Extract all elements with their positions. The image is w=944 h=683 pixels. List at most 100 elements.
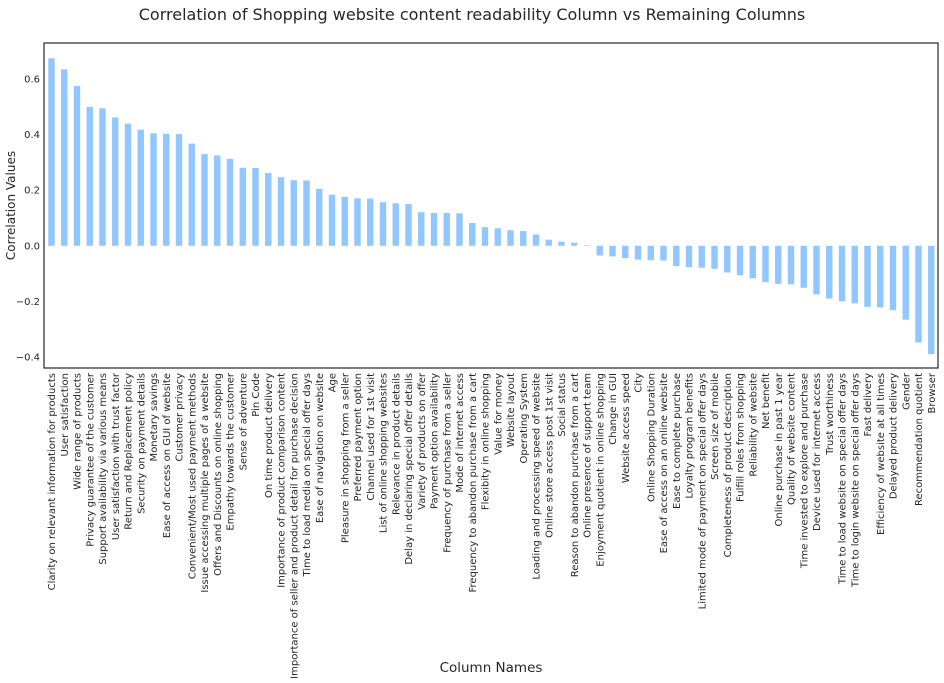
x-tick-label: Social status [557,373,568,437]
x-tick-label: Pleasure in shopping from a seller [340,372,351,543]
bar [532,234,540,246]
bar [520,231,527,246]
y-tick-label: 0.0 [24,241,40,252]
y-tick-label: 0.2 [24,186,40,197]
x-axis: Clarity on relevant information for prod… [47,372,938,679]
x-tick-label: Screen size of mobile [710,373,721,480]
bar [367,198,374,246]
bar [150,133,157,246]
bar [188,143,195,246]
x-tick-label: Gender [901,372,912,410]
x-tick-label: List of online shopping websites [379,373,390,533]
y-tick-label: −0.4 [16,352,40,363]
x-tick-label: Issue accessing multiple pages of a webs… [200,373,211,593]
x-tick-label: Reason to abandon purchase from a cart [570,373,581,577]
x-tick-label: Support availability via various means [98,373,109,565]
x-tick-label: Reliability of website [748,373,759,477]
bar [838,245,846,302]
x-tick-label: Pin Code [251,373,262,417]
x-tick-label: Website layout [506,373,517,447]
x-tick-label: Fulfill roles from shopping [736,373,747,502]
x-tick-label: Time invested to explore and purchase [799,373,810,569]
bar [711,245,718,269]
x-tick-label: Mode of internet access [455,373,466,493]
bar [73,86,81,246]
bar [749,245,756,279]
x-tick-label: Payment option availability [430,373,441,509]
bar [469,223,476,246]
bar [341,196,348,246]
x-tick-label: Change in GUI [608,373,619,445]
x-axis-label: Column Names [440,660,543,676]
bar [762,245,769,283]
x-tick-label: Wide range of products [73,373,84,490]
x-tick-label: Clarity on relevant information for prod… [47,373,58,590]
bar [902,245,909,320]
x-tick-label: Importance of product comparison content [277,373,288,588]
x-tick-label: User satisfaction with trust factor [111,372,122,540]
bar [724,245,731,273]
x-tick-label: Customer privacy [175,373,186,462]
x-tick-label: Privacy guarantee of the customer [85,372,96,547]
bar [405,204,412,246]
x-tick-label: Loading and processing speed of website [532,373,543,580]
bar [736,245,744,276]
x-tick-label: Quality of website content [787,373,798,505]
bar [673,245,680,267]
x-tick-label: Net benefit [761,373,772,429]
bar [685,245,693,268]
bar [265,173,272,246]
plot-frame [43,42,939,369]
x-tick-label: Importance of seller and product detail … [289,373,300,679]
x-tick-label: On time product delivery [264,373,275,498]
x-tick-label: Preferred payment option [353,373,364,501]
x-tick-label: Value for money [493,373,504,455]
bar [99,108,106,246]
bar [456,213,463,246]
x-tick-label: Ease of access on an online website [659,373,670,553]
x-tick-label: Fast delivery [863,373,874,437]
bar [214,155,221,246]
x-tick-label: Ease of navigation on website [315,373,326,523]
bar [379,202,387,246]
bar [609,245,616,257]
bar [443,213,450,246]
bar [163,133,170,246]
x-tick-label: Flexibity in online shopping [481,373,492,510]
x-tick-label: Delay in declaring special offer details [404,373,415,565]
bar [928,245,935,355]
bar [354,198,361,246]
x-tick-label: Time to load media on special offer days [302,373,313,578]
y-tick-label: −0.2 [16,297,40,308]
bar [647,245,654,261]
bar [430,213,438,246]
bar [392,203,399,246]
x-tick-label: Efficiency of website at all times [876,373,887,535]
bar [277,177,285,246]
bar [226,158,234,246]
chart-title: Correlation of Shopping website content … [138,5,806,24]
bar-group [48,58,935,355]
x-tick-label: Age [328,373,339,392]
bar [800,245,807,288]
bar [175,134,183,246]
bar [252,168,259,246]
x-tick-label: Frequency to abandon purchase from a car… [468,373,479,593]
bar [290,180,297,246]
bar [558,241,565,246]
bar [418,212,425,246]
bar [328,194,336,246]
bar [877,245,884,308]
x-tick-label: Trust worthiness [825,373,836,456]
x-tick-label: Frequency of purchase from a seller [442,372,453,553]
bar [634,245,642,260]
bar [137,129,144,246]
x-tick-label: Return and Replacement policy [124,373,135,530]
y-tick-label: 0.4 [24,130,40,141]
bar [583,245,591,246]
bar [826,245,833,299]
bar [889,245,897,311]
bar [915,245,922,343]
bar [787,245,795,285]
